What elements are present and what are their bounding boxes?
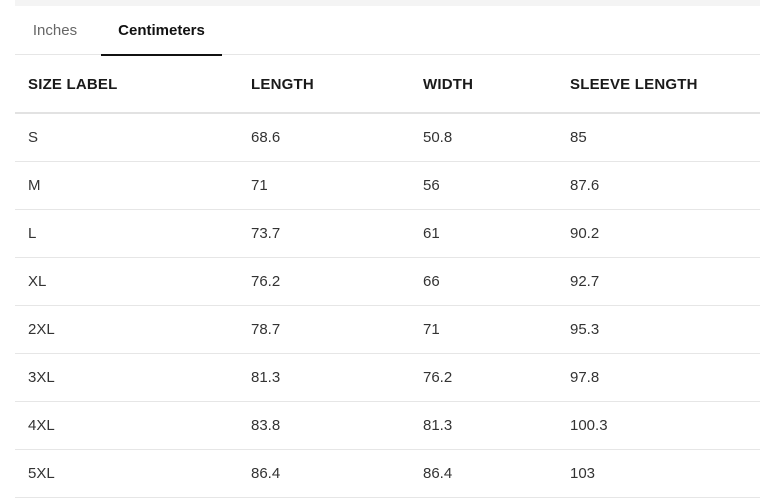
tab-inches-label: Inches: [32, 22, 78, 39]
table-row: L 73.7 61 90.2: [15, 209, 760, 258]
tab-centimeters[interactable]: Centimeters: [101, 6, 222, 56]
cell-sleeve-length: 85: [570, 113, 760, 162]
unit-tabs: Inches Centimeters: [15, 6, 760, 56]
cell-size: L: [15, 209, 251, 258]
header-size-label: SIZE LABEL: [15, 56, 251, 114]
cell-size: 4XL: [15, 401, 251, 450]
table-row: 3XL 81.3 76.2 97.8: [15, 353, 760, 402]
cell-width: 56: [423, 161, 570, 210]
header-length: LENGTH: [251, 56, 423, 114]
cell-width: 76.2: [423, 353, 570, 402]
cell-width: 81.3: [423, 401, 570, 450]
table-row: 2XL 78.7 71 95.3: [15, 305, 760, 354]
cell-size: 3XL: [15, 353, 251, 402]
cell-size: S: [15, 113, 251, 162]
cell-length: 76.2: [251, 257, 423, 306]
cell-sleeve-length: 92.7: [570, 257, 760, 306]
table-row: S 68.6 50.8 85: [15, 113, 760, 162]
cell-length: 78.7: [251, 305, 423, 354]
cell-length: 68.6: [251, 113, 423, 162]
cell-sleeve-length: 87.6: [570, 161, 760, 210]
header-sleeve-length: SLEEVE LENGTH: [570, 56, 760, 114]
cell-sleeve-length: 103: [570, 449, 760, 498]
top-divider: [15, 0, 760, 6]
cell-size: 5XL: [15, 449, 251, 498]
cell-sleeve-length: 97.8: [570, 353, 760, 402]
cell-size: M: [15, 161, 251, 210]
cell-length: 83.8: [251, 401, 423, 450]
active-tab-indicator: [101, 54, 222, 56]
cell-sleeve-length: 95.3: [570, 305, 760, 354]
tab-inches[interactable]: Inches: [15, 6, 95, 55]
cell-length: 71: [251, 161, 423, 210]
cell-width: 86.4: [423, 449, 570, 498]
cell-length: 81.3: [251, 353, 423, 402]
cell-width: 61: [423, 209, 570, 258]
tab-centimeters-label: Centimeters: [118, 22, 205, 39]
cell-length: 86.4: [251, 449, 423, 498]
table-row: XL 76.2 66 92.7: [15, 257, 760, 306]
cell-length: 73.7: [251, 209, 423, 258]
table-header-row: SIZE LABEL LENGTH WIDTH SLEEVE LENGTH: [15, 56, 760, 114]
table-row: M 71 56 87.6: [15, 161, 760, 210]
table-row: 4XL 83.8 81.3 100.3: [15, 401, 760, 450]
cell-sleeve-length: 90.2: [570, 209, 760, 258]
cell-size: XL: [15, 257, 251, 306]
table-row: 5XL 86.4 86.4 103: [15, 449, 760, 498]
cell-size: 2XL: [15, 305, 251, 354]
cell-sleeve-length: 100.3: [570, 401, 760, 450]
cell-width: 50.8: [423, 113, 570, 162]
cell-width: 66: [423, 257, 570, 306]
size-table: SIZE LABEL LENGTH WIDTH SLEEVE LENGTH S …: [15, 56, 760, 498]
header-width: WIDTH: [423, 56, 570, 114]
cell-width: 71: [423, 305, 570, 354]
